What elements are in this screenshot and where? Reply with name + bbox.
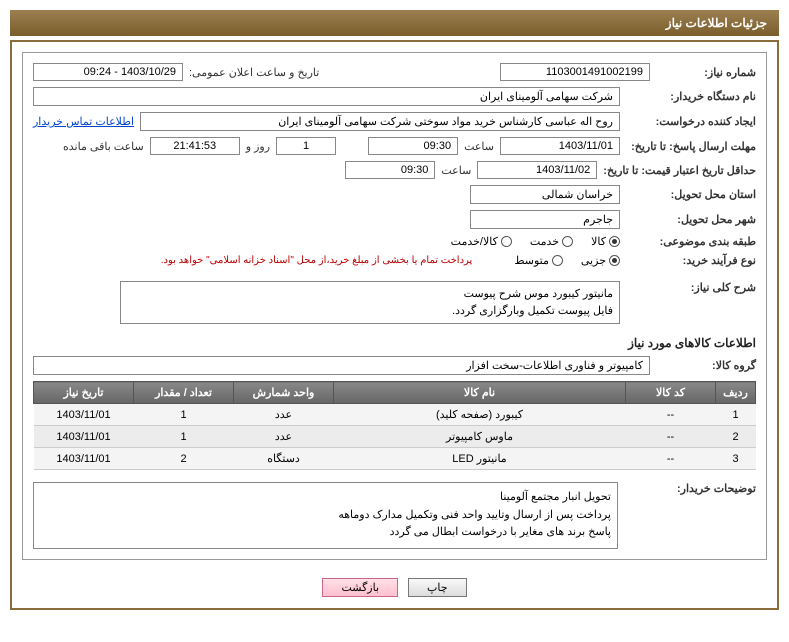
validity-label: حداقل تاریخ اعتبار قیمت: تا تاریخ: bbox=[603, 164, 756, 177]
goods-section-title: اطلاعات کالاهای مورد نیاز bbox=[33, 336, 756, 350]
back-button[interactable]: بازگشت bbox=[322, 578, 398, 597]
days-remaining: 1 bbox=[276, 137, 336, 155]
payment-note: پرداخت تمام یا بخشی از مبلغ خرید،از محل … bbox=[161, 255, 473, 266]
cell-qty: 2 bbox=[134, 448, 234, 470]
category-radio-group: کالا خدمت کالا/خدمت bbox=[451, 235, 620, 248]
details-panel: شماره نیاز: 1103001491002199 تاریخ و ساع… bbox=[22, 52, 767, 560]
cell-date: 1403/11/01 bbox=[34, 404, 134, 426]
radio-both[interactable]: کالا/خدمت bbox=[451, 235, 512, 248]
city-label: شهر محل تحویل: bbox=[626, 213, 756, 226]
print-button[interactable]: چاپ bbox=[408, 578, 467, 597]
radio-goods[interactable]: کالا bbox=[591, 235, 620, 248]
buyer-org-label: نام دستگاه خریدار: bbox=[626, 90, 756, 103]
cell-code: -- bbox=[626, 448, 716, 470]
cell-unit: عدد bbox=[234, 426, 334, 448]
cell-n: 2 bbox=[716, 426, 756, 448]
cell-name: ماوس کامپیوتر bbox=[334, 426, 626, 448]
deadline-date: 1403/11/01 bbox=[500, 137, 620, 155]
announce-value: 1403/10/29 - 09:24 bbox=[33, 63, 183, 81]
page-title: جزئیات اطلاعات نیاز bbox=[666, 16, 767, 30]
buyer-org-value: شرکت سهامی آلومینای ایران bbox=[33, 87, 620, 106]
remaining-label: ساعت باقی مانده bbox=[63, 140, 144, 153]
cell-code: -- bbox=[626, 426, 716, 448]
th-qty: تعداد / مقدار bbox=[134, 382, 234, 404]
cell-n: 3 bbox=[716, 448, 756, 470]
th-name: نام کالا bbox=[334, 382, 626, 404]
need-no-value: 1103001491002199 bbox=[500, 63, 650, 81]
countdown-timer: 21:41:53 bbox=[150, 137, 240, 155]
buyer-contact-link[interactable]: اطلاعات تماس خریدار bbox=[33, 115, 134, 128]
radio-small[interactable]: جزیی bbox=[581, 254, 620, 267]
days-and-label: روز و bbox=[246, 140, 270, 153]
cell-qty: 1 bbox=[134, 426, 234, 448]
table-row: 1--کیبورد (صفحه کلید)عدد11403/11/01 bbox=[34, 404, 756, 426]
cell-qty: 1 bbox=[134, 404, 234, 426]
process-label: نوع فرآیند خرید: bbox=[626, 254, 756, 267]
category-label: طبقه بندی موضوعی: bbox=[626, 235, 756, 248]
process-radio-group: جزیی متوسط bbox=[514, 254, 620, 267]
need-no-label: شماره نیاز: bbox=[656, 66, 756, 79]
cell-unit: دستگاه bbox=[234, 448, 334, 470]
cell-name: مانیتور LED bbox=[334, 448, 626, 470]
table-row: 3--مانیتور LEDدستگاه21403/11/01 bbox=[34, 448, 756, 470]
goods-table: ردیف کد کالا نام کالا واحد شمارش تعداد /… bbox=[33, 381, 756, 470]
validity-time: 09:30 bbox=[345, 161, 435, 179]
summary-label: شرح کلی نیاز: bbox=[626, 281, 756, 294]
city-value: جاجرم bbox=[470, 210, 620, 229]
announce-label: تاریخ و ساعت اعلان عمومی: bbox=[189, 66, 319, 79]
summary-box: مانیتور کیبورد موس شرح پیوست فایل پیوست … bbox=[120, 281, 620, 324]
th-date: تاریخ نیاز bbox=[34, 382, 134, 404]
deadline-label: مهلت ارسال پاسخ: تا تاریخ: bbox=[626, 140, 756, 153]
buyer-notes-label: توضیحات خریدار: bbox=[626, 482, 756, 495]
cell-n: 1 bbox=[716, 404, 756, 426]
radio-service[interactable]: خدمت bbox=[530, 235, 573, 248]
deadline-time: 09:30 bbox=[368, 137, 458, 155]
cell-date: 1403/11/01 bbox=[34, 448, 134, 470]
requester-label: ایجاد کننده درخواست: bbox=[626, 115, 756, 128]
button-bar: چاپ بازگشت bbox=[22, 572, 767, 603]
th-code: کد کالا bbox=[626, 382, 716, 404]
province-label: استان محل تحویل: bbox=[626, 188, 756, 201]
goods-group-label: گروه کالا: bbox=[656, 359, 756, 372]
th-unit: واحد شمارش bbox=[234, 382, 334, 404]
cell-date: 1403/11/01 bbox=[34, 426, 134, 448]
requester-value: روح اله عباسی کارشناس خرید مواد سوختی شر… bbox=[140, 112, 620, 131]
th-row: ردیف bbox=[716, 382, 756, 404]
radio-medium[interactable]: متوسط bbox=[514, 254, 563, 267]
cell-unit: عدد bbox=[234, 404, 334, 426]
cell-code: -- bbox=[626, 404, 716, 426]
buyer-notes-box: تحویل انبار مجتمع آلومینا پرداخت پس از ا… bbox=[33, 482, 618, 549]
cell-name: کیبورد (صفحه کلید) bbox=[334, 404, 626, 426]
time-label-1: ساعت bbox=[464, 140, 494, 153]
province-value: خراسان شمالی bbox=[470, 185, 620, 204]
table-row: 2--ماوس کامپیوترعدد11403/11/01 bbox=[34, 426, 756, 448]
goods-group-value: کامپیوتر و فناوری اطلاعات-سخت افزار bbox=[33, 356, 650, 375]
main-frame: شماره نیاز: 1103001491002199 تاریخ و ساع… bbox=[10, 40, 779, 610]
page-header: جزئیات اطلاعات نیاز bbox=[10, 10, 779, 36]
validity-date: 1403/11/02 bbox=[477, 161, 597, 179]
time-label-2: ساعت bbox=[441, 164, 471, 177]
